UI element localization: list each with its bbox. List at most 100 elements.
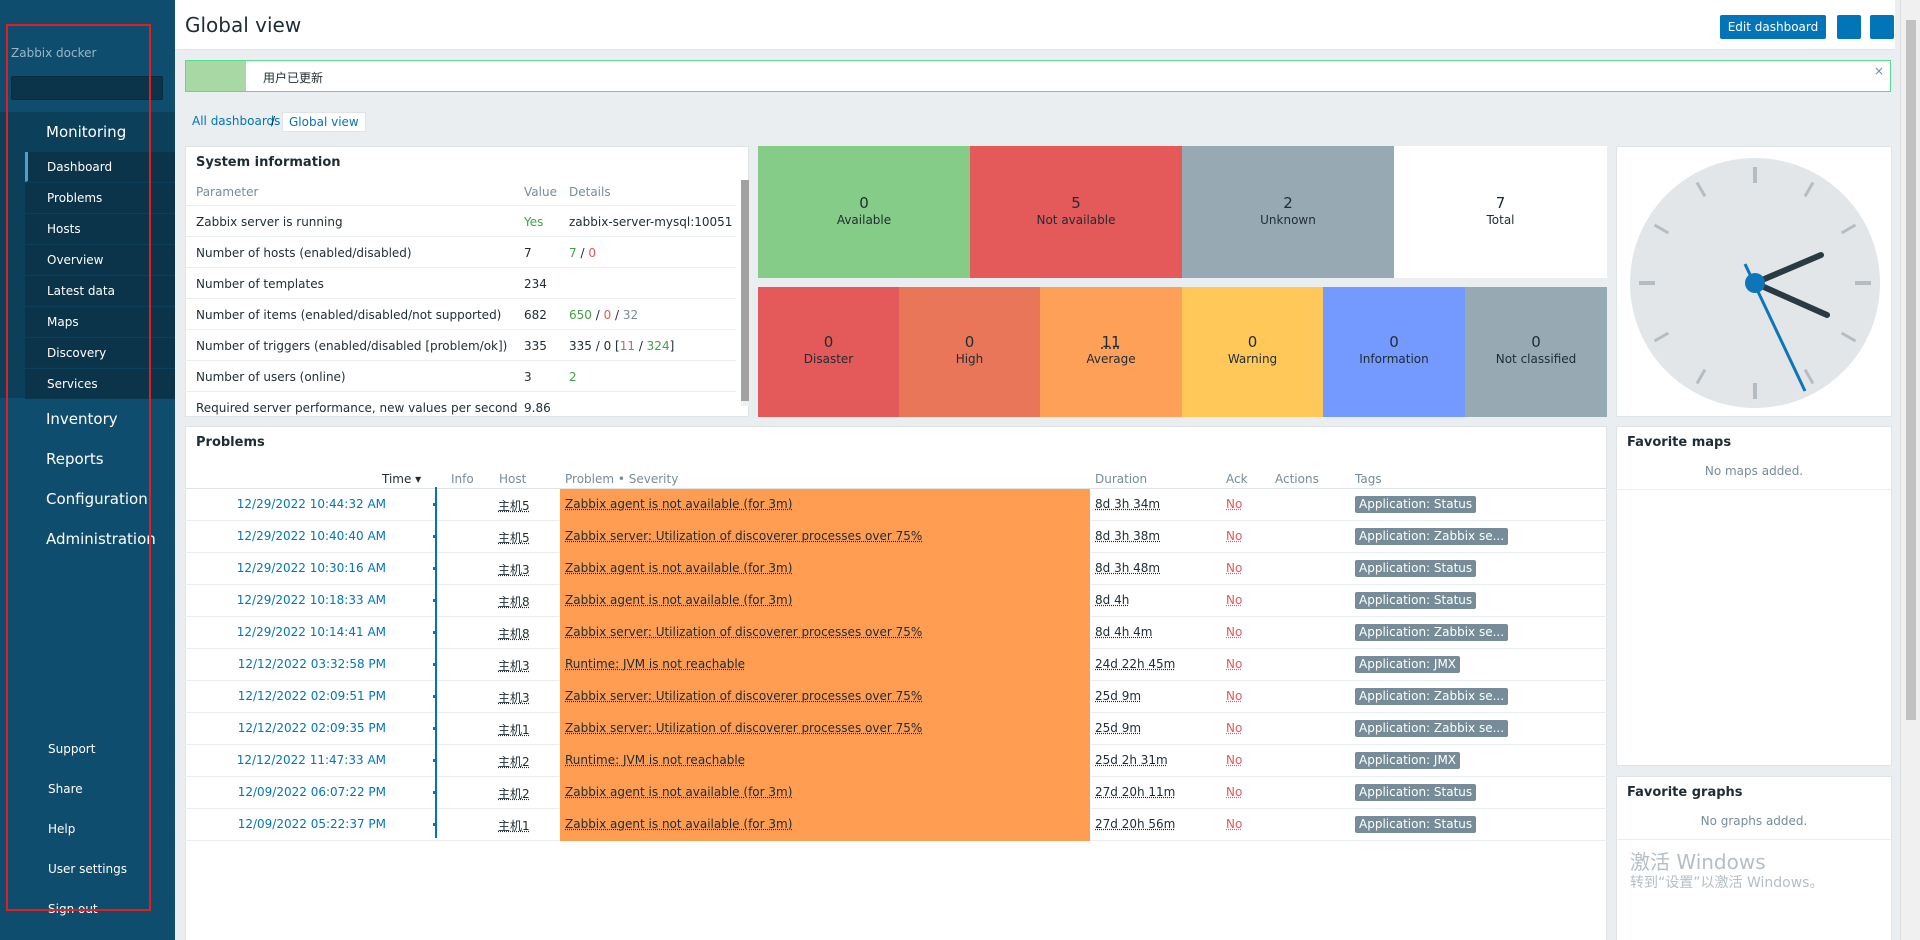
problem-name[interactable]: Zabbix agent is not available (for 3m) — [565, 497, 793, 511]
tile-available[interactable]: 0 Available — [758, 146, 970, 278]
dashboard-actions-icon[interactable] — [1837, 15, 1861, 39]
col-problem[interactable]: Problem • Severity — [565, 472, 679, 486]
scrollbar-thumb[interactable] — [1906, 20, 1916, 720]
problem-tag[interactable]: Application: Zabbix se... — [1355, 624, 1509, 641]
problem-name[interactable]: Zabbix server: Utilization of discoverer… — [565, 721, 923, 735]
menu-overview[interactable]: Overview — [25, 245, 175, 275]
problem-ack[interactable]: No — [1226, 785, 1243, 799]
widget-scrollbar[interactable] — [741, 180, 749, 406]
problem-time[interactable]: 12/09/2022 06:07:22 PM — [237, 785, 386, 799]
menu-dashboard[interactable]: Dashboard — [25, 152, 175, 182]
problem-duration[interactable]: 27d 20h 11m — [1095, 785, 1176, 799]
problem-time[interactable]: 12/09/2022 05:22:37 PM — [237, 817, 386, 831]
menu-share[interactable]: Share — [48, 782, 83, 796]
menu-help[interactable]: Help — [48, 822, 76, 836]
breadcrumb-all-dashboards[interactable]: All dashboards — [192, 114, 281, 128]
problem-name[interactable]: Zabbix server: Utilization of discoverer… — [565, 689, 923, 703]
menu-configuration[interactable]: Configuration — [46, 490, 148, 508]
tile-average[interactable]: 11 Average — [1040, 287, 1182, 417]
problem-host[interactable]: 主机3 — [498, 691, 530, 705]
problem-ack[interactable]: No — [1226, 817, 1243, 831]
problem-time[interactable]: 12/29/2022 10:30:16 AM — [236, 561, 386, 575]
close-icon[interactable]: × — [1873, 64, 1884, 78]
menu-latest-data[interactable]: Latest data — [25, 276, 175, 306]
problem-duration[interactable]: 24d 22h 45m — [1095, 657, 1176, 671]
menu-services[interactable]: Services — [25, 369, 175, 399]
tile-disaster[interactable]: 0 Disaster — [758, 287, 899, 417]
menu-user-settings[interactable]: User settings — [48, 862, 128, 876]
problem-tag[interactable]: Application: Status — [1355, 592, 1477, 609]
problem-name[interactable]: Runtime: JVM is not reachable — [565, 753, 746, 767]
search-input[interactable] — [11, 76, 163, 100]
page-scrollbar[interactable] — [1900, 0, 1920, 940]
problem-duration[interactable]: 25d 2h 31m — [1095, 753, 1168, 767]
problem-tag[interactable]: Application: JMX — [1355, 752, 1461, 769]
problem-ack[interactable]: No — [1226, 593, 1243, 607]
problem-duration[interactable]: 8d 4h — [1095, 593, 1130, 607]
problem-duration[interactable]: 8d 3h 48m — [1095, 561, 1161, 575]
problem-name[interactable]: Zabbix agent is not available (for 3m) — [565, 561, 793, 575]
problem-ack[interactable]: No — [1226, 689, 1243, 703]
problem-tag[interactable]: Application: Status — [1355, 816, 1477, 833]
menu-inventory[interactable]: Inventory — [46, 410, 118, 428]
problem-ack[interactable]: No — [1226, 529, 1243, 543]
tile-total[interactable]: 7 Total — [1394, 146, 1607, 278]
problem-host[interactable]: 主机5 — [498, 531, 530, 545]
problem-duration[interactable]: 8d 3h 34m — [1095, 497, 1161, 511]
menu-discovery[interactable]: Discovery — [25, 338, 175, 368]
problem-host[interactable]: 主机1 — [498, 819, 530, 833]
problem-tag[interactable]: Application: Status — [1355, 784, 1477, 801]
problem-time[interactable]: 12/12/2022 03:32:58 PM — [237, 657, 386, 671]
problem-tag[interactable]: Application: Status — [1355, 560, 1477, 577]
problem-name[interactable]: Zabbix server: Utilization of discoverer… — [565, 529, 923, 543]
menu-support[interactable]: Support — [48, 742, 96, 756]
problem-ack[interactable]: No — [1226, 721, 1243, 735]
menu-administration[interactable]: Administration — [46, 530, 156, 548]
problem-tag[interactable]: Application: Zabbix se... — [1355, 528, 1509, 545]
problem-tag[interactable]: Application: JMX — [1355, 656, 1461, 673]
scrollbar-thumb[interactable] — [741, 180, 749, 401]
menu-monitoring[interactable]: Monitoring — [46, 123, 127, 141]
problem-time[interactable]: 12/29/2022 10:18:33 AM — [236, 593, 386, 607]
problem-time[interactable]: 12/29/2022 10:40:40 AM — [236, 529, 386, 543]
problem-host[interactable]: 主机3 — [498, 659, 530, 673]
problem-duration[interactable]: 8d 3h 38m — [1095, 529, 1161, 543]
problem-name[interactable]: Zabbix agent is not available (for 3m) — [565, 593, 793, 607]
tile-high[interactable]: 0 High — [899, 287, 1040, 417]
problem-ack[interactable]: No — [1226, 625, 1243, 639]
problem-tag[interactable]: Application: Zabbix se... — [1355, 688, 1509, 705]
problem-host[interactable]: 主机8 — [498, 595, 530, 609]
problem-time[interactable]: 12/29/2022 10:14:41 AM — [236, 625, 386, 639]
problem-name[interactable]: Runtime: JVM is not reachable — [565, 657, 746, 671]
problem-tag[interactable]: Application: Zabbix se... — [1355, 720, 1509, 737]
problem-time[interactable]: 12/12/2022 11:47:33 AM — [236, 753, 386, 767]
menu-problems[interactable]: Problems — [25, 183, 175, 213]
menu-reports[interactable]: Reports — [46, 450, 104, 468]
problem-host[interactable]: 主机8 — [498, 627, 530, 641]
problem-host[interactable]: 主机2 — [498, 755, 530, 769]
problem-time[interactable]: 12/12/2022 02:09:51 PM — [237, 689, 386, 703]
edit-dashboard-button[interactable]: Edit dashboard — [1720, 15, 1826, 39]
col-time[interactable]: Time ▾ — [382, 472, 422, 486]
breadcrumb-current[interactable]: Global view — [282, 112, 366, 132]
problem-time[interactable]: 12/29/2022 10:44:32 AM — [236, 497, 386, 511]
problem-duration[interactable]: 27d 20h 56m — [1095, 817, 1176, 831]
col-host[interactable]: Host — [499, 472, 527, 486]
tile-unknown[interactable]: 2 Unknown — [1182, 146, 1394, 278]
problem-ack[interactable]: No — [1226, 753, 1243, 767]
tile-information[interactable]: 0 Information — [1323, 287, 1465, 417]
problem-host[interactable]: 主机5 — [498, 499, 530, 513]
menu-sign-out[interactable]: Sign out — [48, 902, 98, 916]
problem-duration[interactable]: 8d 4h 4m — [1095, 625, 1153, 639]
menu-hosts[interactable]: Hosts — [25, 214, 175, 244]
tile-not-classified[interactable]: 0 Not classified — [1465, 287, 1607, 417]
problem-tag[interactable]: Application: Status — [1355, 496, 1477, 513]
problem-name[interactable]: Zabbix agent is not available (for 3m) — [565, 817, 793, 831]
menu-maps[interactable]: Maps — [25, 307, 175, 337]
problem-name[interactable]: Zabbix server: Utilization of discoverer… — [565, 625, 923, 639]
problem-ack[interactable]: No — [1226, 561, 1243, 575]
problem-host[interactable]: 主机1 — [498, 723, 530, 737]
problem-duration[interactable]: 25d 9m — [1095, 689, 1142, 703]
problem-name[interactable]: Zabbix agent is not available (for 3m) — [565, 785, 793, 799]
tile-warning[interactable]: 0 Warning — [1182, 287, 1323, 417]
